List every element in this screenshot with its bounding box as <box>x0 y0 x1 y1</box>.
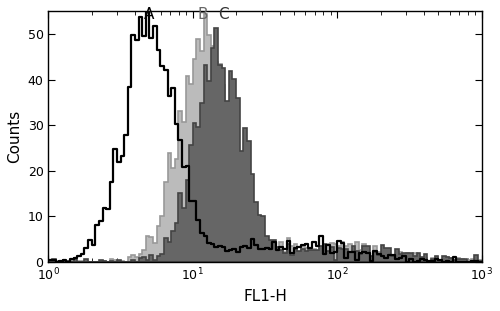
Polygon shape <box>48 14 482 262</box>
Text: A: A <box>144 7 154 22</box>
Text: B: B <box>198 7 208 22</box>
Y-axis label: Counts: Counts <box>7 110 22 163</box>
Text: C: C <box>218 7 228 22</box>
X-axis label: FL1-H: FL1-H <box>243 289 287 304</box>
Polygon shape <box>48 28 482 262</box>
